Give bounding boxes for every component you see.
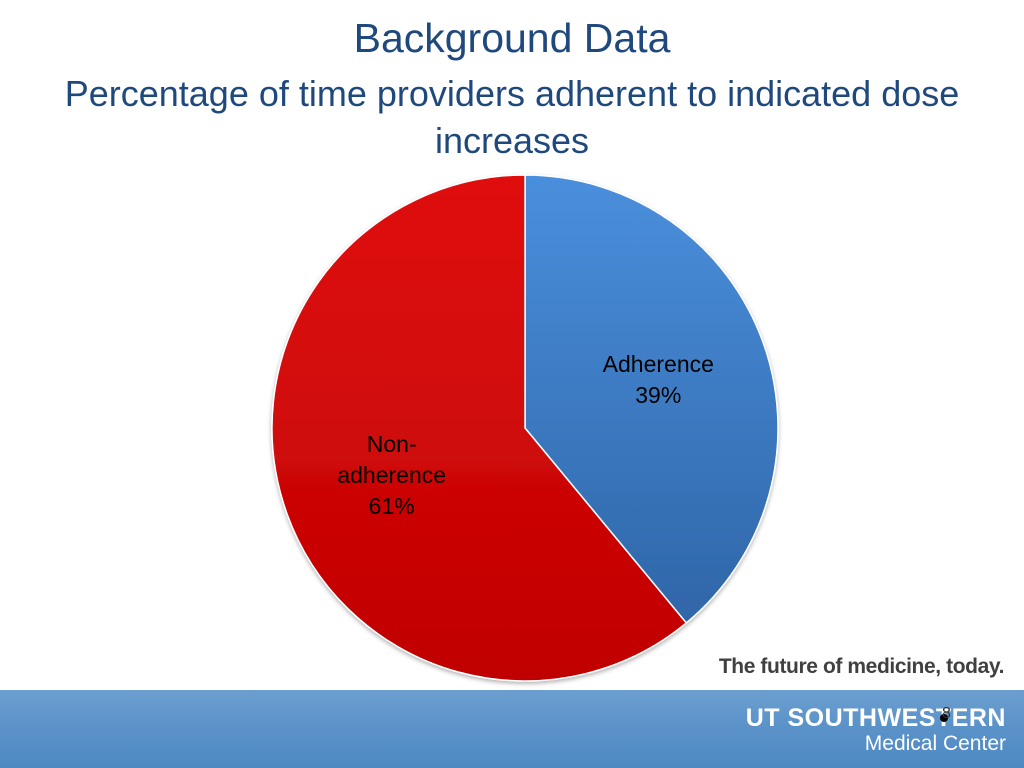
- slide-title: Background Data: [353, 15, 671, 61]
- pie-label-non-adherence: Non-adherence 61%: [337, 429, 446, 522]
- pie-label-line: adherence: [337, 462, 447, 489]
- pie-label-line: Adherence: [602, 351, 714, 377]
- footer-bar: UT SOUTHWESTERN Medical Center: [0, 690, 1024, 768]
- slide-subtitle: Percentage of time providers adherent to…: [64, 73, 960, 161]
- pie-label-line: 61%: [368, 493, 415, 520]
- pie-label-line: Non-: [366, 431, 417, 458]
- page-number: 8: [942, 705, 951, 722]
- brand-name: UT SOUTHWESTERN: [745, 704, 1006, 732]
- pie-label-line: 39%: [635, 382, 682, 408]
- pie-slice-non-adherence: [271, 174, 688, 682]
- bullet-icon: [940, 714, 948, 722]
- brand-subtitle: Medical Center: [864, 732, 1006, 755]
- tagline: The future of medicine, today.: [718, 655, 1005, 678]
- pie-label-adherence: Adherence 39%: [603, 349, 714, 411]
- pie-slice-adherence: [524, 174, 779, 624]
